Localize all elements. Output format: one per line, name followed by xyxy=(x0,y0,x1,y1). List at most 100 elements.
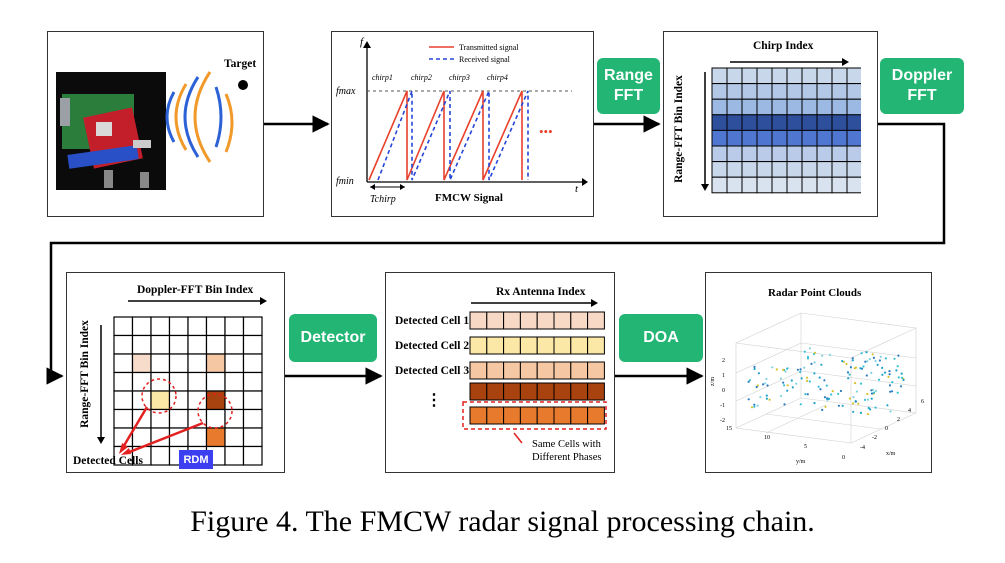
rx-cell xyxy=(469,361,488,380)
point xyxy=(755,385,758,389)
point xyxy=(820,363,823,366)
point xyxy=(748,379,751,382)
point xyxy=(757,372,760,375)
rx-cell xyxy=(536,361,555,380)
point xyxy=(762,383,765,386)
point xyxy=(872,391,876,394)
rdm-cell xyxy=(131,334,152,355)
point xyxy=(759,396,762,399)
rdm-cell xyxy=(131,316,152,337)
point xyxy=(896,365,899,368)
point xyxy=(854,366,857,369)
rx-cell xyxy=(486,311,505,330)
point xyxy=(795,382,798,385)
rx-cell xyxy=(469,406,488,425)
radar-board-illustration xyxy=(56,71,248,190)
rdm-cell xyxy=(224,445,245,466)
point xyxy=(806,393,809,396)
point xyxy=(860,352,863,355)
matrix-cell xyxy=(816,67,833,85)
rdm-cell xyxy=(113,353,134,374)
rdm-cell xyxy=(224,408,245,429)
rx-cell xyxy=(553,311,572,330)
x-axis-label: x/m xyxy=(886,451,896,457)
point xyxy=(848,373,851,376)
point xyxy=(825,384,828,387)
same-cells-note-2: Different Phases xyxy=(532,452,602,463)
matrix-cell xyxy=(801,176,818,194)
point xyxy=(818,376,821,379)
point xyxy=(896,391,899,394)
rx-cell xyxy=(519,311,538,330)
x-tick-5: -4 xyxy=(860,445,865,451)
point xyxy=(886,404,889,407)
point xyxy=(804,393,807,396)
point xyxy=(823,379,826,382)
rdm-cell xyxy=(150,316,171,337)
matrix-cell xyxy=(771,129,788,147)
matrix-cell xyxy=(816,176,833,194)
rdm-cell xyxy=(242,408,263,429)
detected-cell-3-label: Detected Cell 3 xyxy=(395,365,470,377)
chirp-index-label: Chirp Index xyxy=(753,40,814,52)
matrix-cell xyxy=(726,83,743,100)
rx-cell xyxy=(570,336,589,355)
point xyxy=(803,350,806,353)
rdm-cell xyxy=(205,316,226,337)
y-tick-1: 10 xyxy=(764,435,770,441)
x-tick-4: -2 xyxy=(872,435,877,441)
point-cloud-panel: Radar Point Clouds z/m 2 1 0 -1 -2 15 10… xyxy=(705,272,932,473)
point xyxy=(782,368,785,371)
rdm-cell xyxy=(113,371,134,392)
chirp-label-1: chirp1 xyxy=(372,73,393,82)
rx-cell xyxy=(553,361,572,380)
rx-cell xyxy=(536,311,555,330)
rdm-grid xyxy=(113,316,263,466)
matrix-cell xyxy=(801,67,818,85)
point xyxy=(859,411,862,414)
rx-cell xyxy=(519,361,538,380)
point xyxy=(821,354,824,357)
rdm-cell xyxy=(224,316,245,337)
x-tick-0: 6 xyxy=(921,399,924,405)
rx-cell xyxy=(469,382,488,401)
rx-antenna-panel: Rx Antenna Index Detected Cell 1 Detecte… xyxy=(385,272,615,473)
point-cloud-title: Radar Point Clouds xyxy=(768,287,862,299)
point xyxy=(779,394,783,398)
matrix-cell xyxy=(711,129,728,147)
point xyxy=(878,359,881,362)
point xyxy=(871,353,874,356)
detected-cell-1-label: Detected Cell 1 xyxy=(395,315,470,327)
point xyxy=(895,369,898,372)
matrix-cell xyxy=(846,176,861,194)
rx-cell xyxy=(486,382,505,401)
point xyxy=(874,406,877,409)
point xyxy=(800,377,803,380)
point xyxy=(813,361,816,364)
y-tick-0: 15 xyxy=(726,426,732,432)
point xyxy=(868,358,871,361)
rx-cell xyxy=(587,336,605,355)
matrix-cell xyxy=(771,176,788,194)
rx-antenna-label: Rx Antenna Index xyxy=(496,286,586,298)
point xyxy=(799,370,802,374)
matrix-cell xyxy=(801,129,818,147)
matrix-cell xyxy=(846,129,861,147)
point xyxy=(865,351,868,354)
rx-cell xyxy=(503,361,521,380)
point xyxy=(879,355,882,358)
point xyxy=(862,365,865,368)
y-axis-label: y/m xyxy=(796,459,806,465)
rx-cell xyxy=(519,382,538,401)
point-cloud-3d-plot: z/m 2 1 0 -1 -2 15 10 5 0 y/m 6 4 2 0 -2… xyxy=(710,312,924,465)
point xyxy=(810,362,813,365)
point xyxy=(842,360,845,363)
rdm-cell xyxy=(168,371,189,392)
tx-signal xyxy=(368,90,523,181)
point xyxy=(852,410,855,413)
point xyxy=(841,404,844,407)
matrix-cell xyxy=(831,114,848,131)
rx-cell xyxy=(469,336,488,355)
point xyxy=(874,360,877,363)
point xyxy=(747,398,750,401)
